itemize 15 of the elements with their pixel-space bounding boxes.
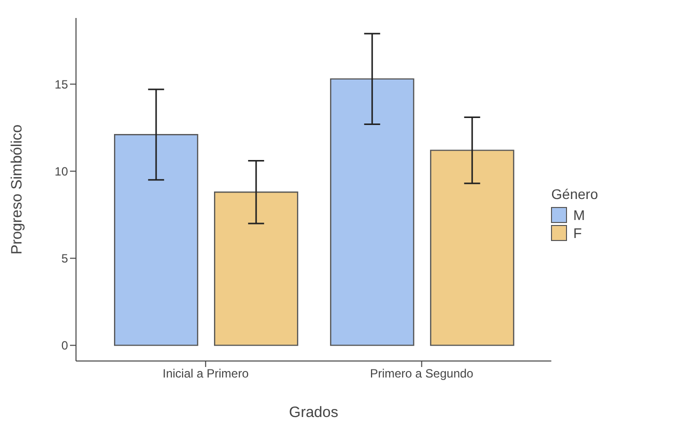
legend-title: Género bbox=[551, 186, 598, 202]
x-tick-label: Primero a Segundo bbox=[370, 366, 474, 381]
bar bbox=[430, 150, 514, 346]
legend-label: F bbox=[573, 224, 582, 240]
bar bbox=[330, 78, 414, 346]
y-tick-label: 15 bbox=[54, 77, 68, 92]
y-tick-label: 0 bbox=[61, 338, 68, 353]
y-tick-label: 5 bbox=[61, 252, 68, 266]
bar bbox=[114, 134, 198, 346]
legend-label: M bbox=[573, 206, 585, 222]
bar bbox=[214, 192, 298, 346]
x-tick-label: Inicial a Primero bbox=[162, 366, 249, 381]
y-tick-label: 10 bbox=[54, 164, 68, 178]
y-axis-title: Progreso Simbólico bbox=[8, 124, 26, 255]
x-axis-title: Grados bbox=[289, 404, 338, 421]
